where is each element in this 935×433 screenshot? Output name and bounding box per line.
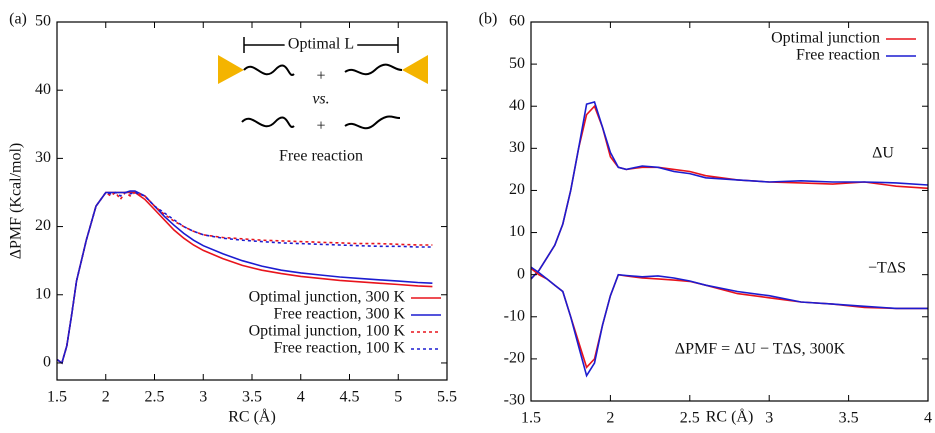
x-tick-label: 1.5	[47, 389, 67, 406]
annotation: −TΔS	[868, 260, 906, 277]
annotation: ΔPMF = ΔU − TΔS, 300K	[675, 341, 846, 358]
inset-label: Free reaction	[279, 148, 363, 165]
y-tick-label: -10	[504, 307, 525, 324]
x-tick-label: 3.5	[242, 389, 262, 406]
y-tick-label: 50	[509, 55, 525, 72]
data-line	[530, 101, 929, 280]
y-tick-label: 30	[35, 149, 51, 166]
x-tick-label: 3.5	[839, 410, 859, 427]
y-axis-label: ΔPMF (Kcal/mol)	[8, 143, 25, 260]
panel-label: (b)	[479, 11, 498, 28]
y-tick-label: 40	[509, 97, 525, 114]
legend-label: Free reaction, 300 K	[273, 306, 405, 323]
data-line	[530, 104, 929, 280]
y-tick-label: 10	[35, 285, 51, 302]
x-tick-label: 2	[102, 389, 110, 406]
y-tick-label: 0	[43, 354, 51, 371]
panel: 1.5 2 2.5 3 3.5 4 4.5 5 5.5 0 10 20 30 40 50 (a) RC (Å) Δ…	[8, 11, 457, 426]
x-axis-label: RC (Å)	[228, 408, 276, 426]
y-tick-label: -30	[504, 392, 525, 409]
inset-label: +	[316, 68, 325, 85]
y-tick-label: 20	[35, 217, 51, 234]
y-tick-label: 50	[35, 13, 51, 30]
y-tick-label: 10	[509, 223, 525, 240]
x-tick-label: 2.5	[680, 410, 700, 427]
legend-label: Free reaction, 100 K	[273, 340, 405, 357]
data-line	[530, 266, 928, 378]
x-tick-label: 4.5	[340, 389, 360, 406]
x-tick-label: 5	[394, 389, 402, 406]
x-tick-label: 1.5	[521, 410, 541, 427]
x-tick-label: 4	[297, 389, 305, 406]
panel: 1.5 2 2.5 3 3.5 4 -30 -20 -10 0 10 20 30 40 50 60 (b) RC …	[479, 11, 932, 427]
x-tick-label: 5.5	[437, 389, 457, 406]
inset-label: vs.	[312, 91, 329, 108]
data-line	[56, 191, 433, 365]
x-tick-label: 4	[924, 410, 932, 427]
x-tick-label: 3	[199, 389, 207, 406]
y-tick-label: 40	[35, 81, 51, 98]
plot-frame	[530, 21, 929, 402]
x-tick-label: 2.5	[145, 389, 165, 406]
y-tick-label: 20	[509, 181, 525, 198]
y-tick-label: 0	[517, 265, 525, 282]
legend-label: Free reaction	[796, 47, 880, 64]
x-tick-label: 2	[606, 410, 614, 427]
panel-label: (a)	[9, 11, 27, 28]
inset-label: Optimal L	[288, 36, 354, 53]
x-axis-label: RC (Å)	[706, 408, 754, 426]
legend-label: Optimal junction, 300 K	[249, 289, 406, 306]
y-tick-label: 60	[509, 13, 525, 30]
inset-diagram	[218, 37, 428, 130]
legend-label: Optimal junction	[771, 30, 880, 47]
inset-label: +	[316, 118, 325, 135]
y-tick-label: 30	[509, 139, 525, 156]
y-tick-label: -20	[504, 350, 525, 367]
x-tick-label: 3	[765, 410, 773, 427]
legend-label: Optimal junction, 100 K	[249, 323, 406, 340]
annotation: ΔU	[872, 145, 894, 162]
